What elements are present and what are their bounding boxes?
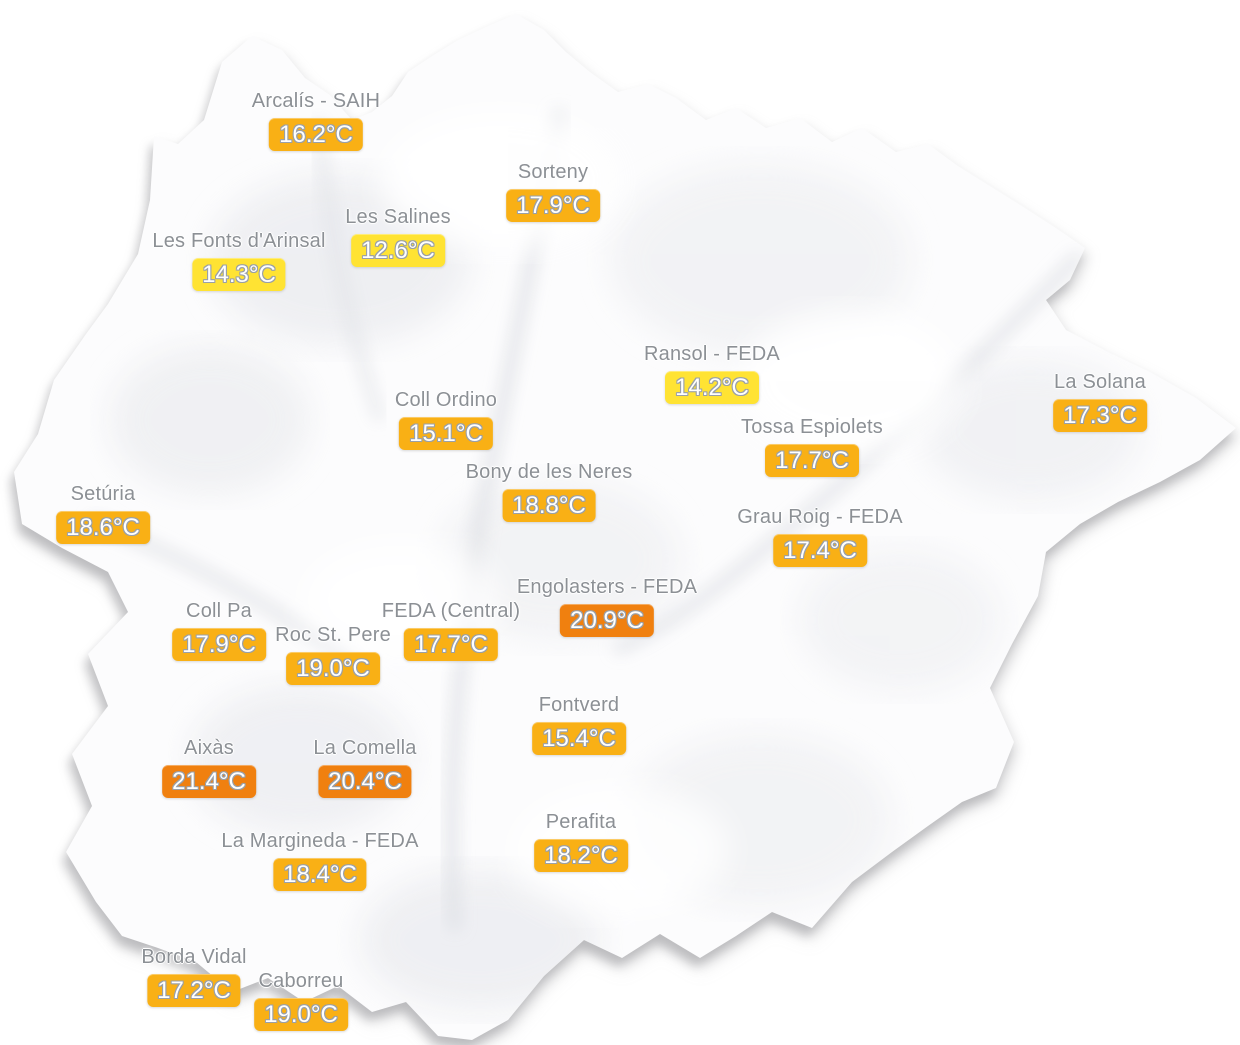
station-temp-badge[interactable]: 18.2°C bbox=[534, 839, 628, 872]
station-name-label: Roc St. Pere bbox=[275, 624, 391, 646]
station-marker: Sorteny 17.9°C bbox=[506, 161, 600, 222]
station-name-label: Bony de les Neres bbox=[465, 461, 633, 483]
station-name-label: Les Salines bbox=[345, 206, 451, 228]
station-name-label: La Solana bbox=[1054, 371, 1146, 393]
station-name-label: La Margineda - FEDA bbox=[221, 830, 419, 852]
station-marker: Perafita 18.2°C bbox=[534, 811, 628, 872]
station-temp-badge[interactable]: 15.1°C bbox=[399, 417, 493, 450]
station-temp-badge[interactable]: 17.7°C bbox=[404, 628, 498, 661]
station-name-label: Tossa Espiolets bbox=[741, 416, 883, 438]
station-temp-badge[interactable]: 19.0°C bbox=[286, 652, 380, 685]
station-marker: Aixàs 21.4°C bbox=[162, 737, 256, 798]
station-name-label: Arcalís - SAIH bbox=[251, 90, 381, 112]
station-marker: Tossa Espiolets 17.7°C bbox=[741, 416, 883, 477]
station-temp-badge[interactable]: 18.6°C bbox=[56, 511, 150, 544]
station-temp-badge[interactable]: 14.3°C bbox=[192, 258, 286, 291]
station-name-label: Les Fonts d'Arinsal bbox=[152, 230, 326, 252]
station-temp-badge[interactable]: 19.0°C bbox=[254, 998, 348, 1031]
station-marker: Coll Ordino 15.1°C bbox=[395, 389, 497, 450]
station-temp-badge[interactable]: 20.4°C bbox=[318, 765, 412, 798]
station-marker: Roc St. Pere 19.0°C bbox=[275, 624, 391, 685]
station-temp-badge[interactable]: 21.4°C bbox=[162, 765, 256, 798]
station-marker: Les Salines 12.6°C bbox=[345, 206, 451, 267]
station-name-label: Sorteny bbox=[517, 161, 589, 183]
station-name-label: Setúria bbox=[70, 483, 136, 505]
station-name-label: Grau Roig - FEDA bbox=[737, 506, 903, 528]
station-marker: FEDA (Central) 17.7°C bbox=[382, 600, 520, 661]
station-temp-badge[interactable]: 17.3°C bbox=[1053, 399, 1147, 432]
station-marker: Borda Vidal 17.2°C bbox=[141, 946, 246, 1007]
station-temp-badge[interactable]: 14.2°C bbox=[665, 371, 759, 404]
station-temp-badge[interactable]: 16.2°C bbox=[269, 118, 363, 151]
station-name-label: La Comella bbox=[313, 737, 417, 759]
station-name-label: Perafita bbox=[545, 811, 617, 833]
station-marker: La Comella 20.4°C bbox=[313, 737, 416, 798]
station-temp-badge[interactable]: 20.9°C bbox=[560, 604, 654, 637]
station-name-label: Ransol - FEDA bbox=[644, 343, 780, 365]
station-marker: Caborreu 19.0°C bbox=[254, 970, 348, 1031]
station-name-label: Caborreu bbox=[258, 970, 344, 992]
station-temp-badge[interactable]: 18.4°C bbox=[273, 858, 367, 891]
station-marker: Grau Roig - FEDA 17.4°C bbox=[737, 506, 903, 567]
station-marker: Engolasters - FEDA 20.9°C bbox=[517, 576, 697, 637]
station-name-label: Aixàs bbox=[184, 737, 234, 759]
station-name-label: Borda Vidal bbox=[141, 946, 247, 968]
station-name-label: FEDA (Central) bbox=[381, 600, 521, 622]
station-marker: Setúria 18.6°C bbox=[56, 483, 150, 544]
station-temp-badge[interactable]: 18.8°C bbox=[502, 489, 596, 522]
station-marker: Bony de les Neres 18.8°C bbox=[466, 461, 633, 522]
station-temp-badge[interactable]: 17.7°C bbox=[765, 444, 859, 477]
station-marker: Ransol - FEDA 14.2°C bbox=[644, 343, 780, 404]
station-name-label: Coll Ordino bbox=[394, 389, 498, 411]
station-name-label: Coll Pa bbox=[186, 600, 252, 622]
station-marker: La Margineda - FEDA 18.4°C bbox=[221, 830, 418, 891]
station-temp-badge[interactable]: 17.9°C bbox=[172, 628, 266, 661]
station-temp-badge[interactable]: 17.2°C bbox=[147, 974, 241, 1007]
station-temp-badge[interactable]: 17.4°C bbox=[773, 534, 867, 567]
station-marker: La Solana 17.3°C bbox=[1053, 371, 1147, 432]
station-marker: Fontverd 15.4°C bbox=[532, 694, 626, 755]
station-temp-badge[interactable]: 12.6°C bbox=[351, 234, 445, 267]
station-marker: Coll Pa 17.9°C bbox=[172, 600, 266, 661]
station-name-label: Fontverd bbox=[538, 694, 620, 716]
station-temp-badge[interactable]: 17.9°C bbox=[506, 189, 600, 222]
station-marker: Arcalís - SAIH 16.2°C bbox=[252, 90, 380, 151]
station-name-label: Engolasters - FEDA bbox=[516, 576, 698, 598]
station-temp-badge[interactable]: 15.4°C bbox=[532, 722, 626, 755]
station-marker: Les Fonts d'Arinsal 14.3°C bbox=[152, 230, 325, 291]
